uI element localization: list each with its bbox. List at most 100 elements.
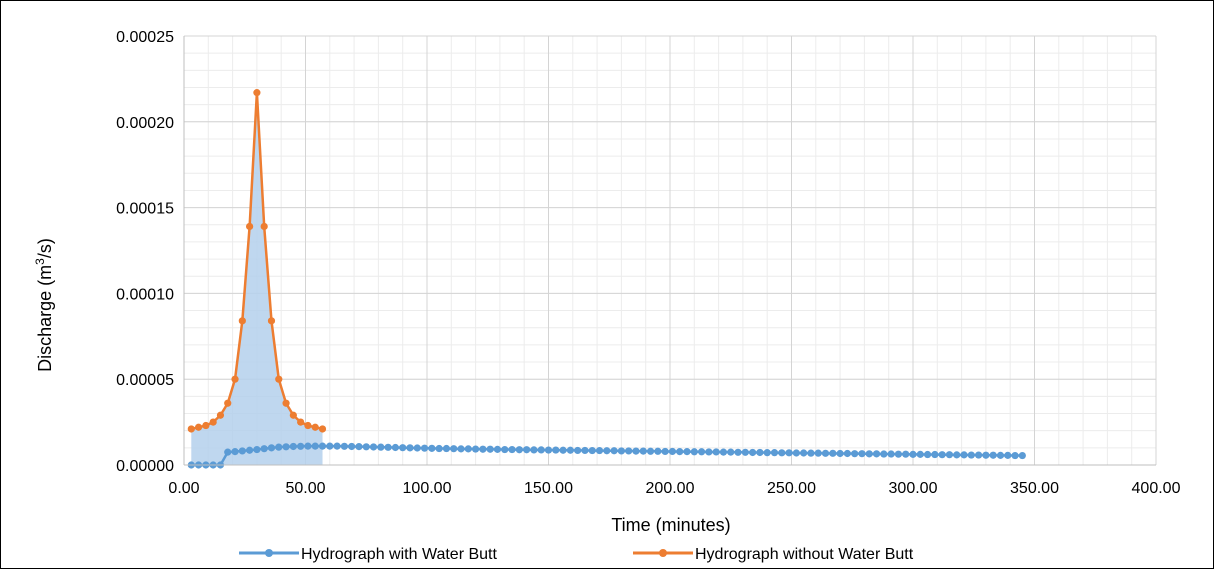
x-tick-labels: 0.00 50.00 100.00 150.00 200.00 250.00 300.00 3…: [168, 480, 1180, 497]
series-point-0: [821, 449, 830, 457]
series-point-0: [734, 448, 742, 456]
y-axis-title-superscript: 3: [33, 258, 47, 265]
x-tick-label: 250.00: [767, 480, 816, 497]
series-point-0: [472, 445, 480, 453]
series-point-0: [515, 446, 523, 454]
series-point-0: [727, 448, 735, 456]
series-point-0: [829, 449, 837, 457]
series-point-1: [318, 425, 327, 433]
series-point-0: [996, 451, 1005, 459]
series-point-0: [719, 448, 728, 456]
series-point-0: [362, 443, 370, 451]
series-point-0: [668, 447, 677, 456]
series-point-0: [493, 445, 502, 453]
series-point-0: [304, 442, 312, 450]
series-point-0: [697, 448, 706, 456]
series-point-0: [275, 443, 283, 451]
series-point-0: [676, 448, 684, 456]
y-tick-label: 0.00025: [116, 29, 174, 46]
series-point-0: [289, 442, 297, 451]
x-tick-label: 350.00: [1010, 480, 1059, 497]
series-point-0: [887, 450, 895, 458]
series-point-1: [253, 89, 261, 97]
x-tick-label: 200.00: [646, 480, 695, 497]
series-point-0: [318, 442, 327, 450]
x-tick-label: 0.00: [168, 480, 199, 497]
series-point-1: [260, 222, 268, 231]
series-point-0: [559, 446, 567, 454]
series-point-0: [501, 445, 509, 454]
series-point-0: [231, 448, 239, 456]
series-point-0: [348, 442, 356, 451]
series-point-0: [945, 451, 954, 459]
series-point-0: [369, 443, 378, 451]
series-point-0: [683, 448, 691, 456]
area-under-peak: [191, 92, 323, 466]
y-tick-label: 0.00010: [116, 286, 174, 303]
series-point-0: [428, 444, 436, 452]
series-point-0: [705, 448, 713, 456]
series-point-0: [486, 445, 494, 453]
series-point-0: [377, 443, 385, 451]
x-tick-label: 100.00: [403, 480, 452, 497]
series-point-1: [289, 411, 297, 419]
y-axis-title-main: Discharge (m: [35, 265, 55, 372]
series-point-0: [574, 446, 582, 455]
series-point-1: [311, 423, 319, 431]
series-point-0: [800, 449, 808, 457]
series-point-0: [311, 442, 319, 450]
x-tick-label: 400.00: [1132, 480, 1181, 497]
series-point-0: [552, 446, 560, 454]
x-tick-label: 50.00: [285, 480, 325, 497]
series-point-0: [625, 447, 633, 455]
y-tick-label: 0.00000: [116, 458, 174, 475]
series-point-0: [923, 450, 932, 459]
series-point-0: [508, 445, 516, 454]
series-point-0: [894, 450, 903, 458]
series-point-0: [530, 446, 538, 454]
series-point-0: [399, 444, 407, 452]
series-point-0: [938, 451, 946, 459]
series-point-0: [450, 445, 458, 453]
series-point-0: [442, 444, 451, 453]
series-point-0: [333, 442, 341, 450]
series-point-0: [953, 451, 961, 459]
series-point-0: [770, 449, 779, 457]
series-point-0: [960, 451, 968, 459]
y-tick-labels: 0.00000 0.00005 0.00010 0.00015 0.00020 0.000…: [116, 29, 174, 475]
series-point-1: [304, 421, 312, 430]
series-layer: [187, 89, 1026, 469]
series-point-0: [1004, 451, 1012, 459]
series-point-1: [194, 423, 203, 431]
series-point-0: [610, 447, 618, 455]
series-point-0: [523, 446, 531, 454]
series-point-0: [843, 449, 851, 458]
series-point-0: [544, 446, 553, 454]
series-point-0: [595, 446, 604, 455]
series-point-0: [297, 442, 305, 450]
legend-item-without: Hydrograph without Water Butt: [633, 546, 914, 563]
y-tick-label: 0.00015: [116, 201, 174, 218]
series-point-0: [654, 447, 662, 455]
series-point-0: [865, 450, 873, 458]
series-point-0: [282, 443, 290, 451]
legend-swatch-marker: [265, 549, 273, 557]
series-point-0: [814, 449, 822, 457]
series-point-0: [260, 445, 268, 453]
series-point-0: [224, 448, 232, 456]
legend: Hydrograph with Water Butt Hydrograph wi…: [239, 546, 914, 563]
series-point-1: [238, 317, 246, 325]
series-point-0: [778, 449, 786, 457]
series-point-0: [464, 445, 472, 453]
legend-label: Hydrograph without Water Butt: [695, 546, 914, 563]
y-tick-label: 0.00020: [116, 115, 174, 132]
series-point-0: [749, 448, 757, 457]
series-point-0: [238, 447, 246, 455]
series-point-0: [1011, 451, 1019, 460]
series-point-0: [807, 449, 815, 457]
series-point-0: [537, 446, 545, 454]
series-point-0: [851, 450, 859, 458]
series-point-0: [391, 443, 400, 452]
